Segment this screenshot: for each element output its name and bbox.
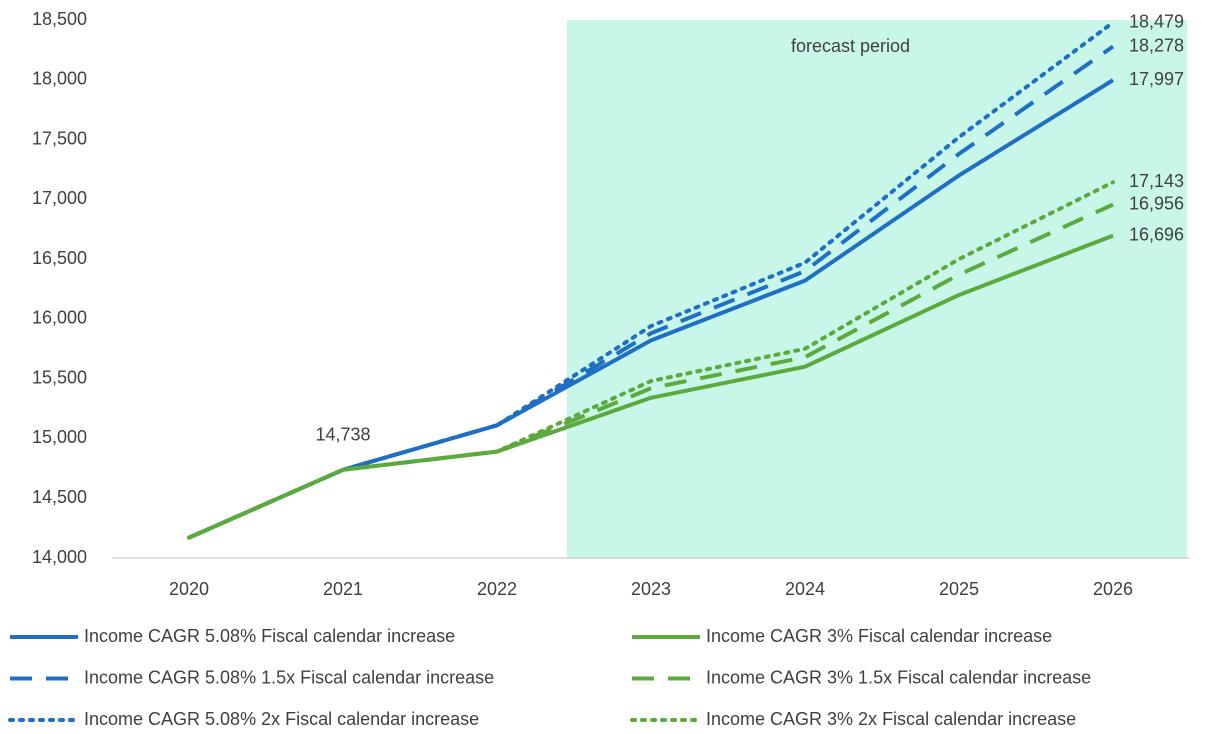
legend-label: Income CAGR 3% 1.5x Fiscal calendar incr… <box>706 667 1091 687</box>
y-tick-label: 14,000 <box>32 547 87 567</box>
series-line <box>187 180 1115 540</box>
annotation: forecast period <box>791 36 910 56</box>
data-label: 16,696 <box>1129 224 1184 244</box>
y-tick-label: 17,000 <box>32 188 87 208</box>
x-tick-label: 2022 <box>477 579 517 599</box>
series-line <box>188 202 1114 540</box>
data-label: 16,956 <box>1129 193 1184 213</box>
x-tick-label: 2021 <box>323 579 363 599</box>
legend-label: Income CAGR 5.08% 2x Fiscal calendar inc… <box>84 709 479 729</box>
x-tick-label: 2024 <box>785 579 825 599</box>
y-tick-label: 15,500 <box>32 367 87 387</box>
data-label: 18,278 <box>1129 35 1184 55</box>
legend-label: Income CAGR 3% Fiscal calendar increase <box>706 626 1052 646</box>
x-tick-label: 2026 <box>1093 579 1133 599</box>
data-label: 17,143 <box>1129 171 1184 191</box>
data-label: 18,479 <box>1129 11 1184 31</box>
y-tick-label: 18,500 <box>32 9 87 29</box>
x-tick-label: 2025 <box>939 579 979 599</box>
legend-label: Income CAGR 5.08% Fiscal calendar increa… <box>84 626 455 646</box>
y-tick-label: 16,500 <box>32 248 87 268</box>
forecast-region <box>567 20 1187 558</box>
y-tick-label: 16,000 <box>32 308 87 328</box>
y-tick-label: 18,000 <box>32 69 87 89</box>
legend-label: Income CAGR 5.08% 1.5x Fiscal calendar i… <box>84 667 494 687</box>
series-line <box>188 44 1115 540</box>
data-label: 17,997 <box>1129 69 1184 89</box>
legend-label: Income CAGR 3% 2x Fiscal calendar increa… <box>706 709 1076 729</box>
data-label: 14,738 <box>315 425 370 445</box>
x-tick-label: 2023 <box>631 579 671 599</box>
x-tick-label: 2020 <box>169 579 209 599</box>
y-tick-label: 15,000 <box>32 427 87 447</box>
y-tick-label: 14,500 <box>32 487 87 507</box>
y-tick-label: 17,500 <box>32 128 87 148</box>
